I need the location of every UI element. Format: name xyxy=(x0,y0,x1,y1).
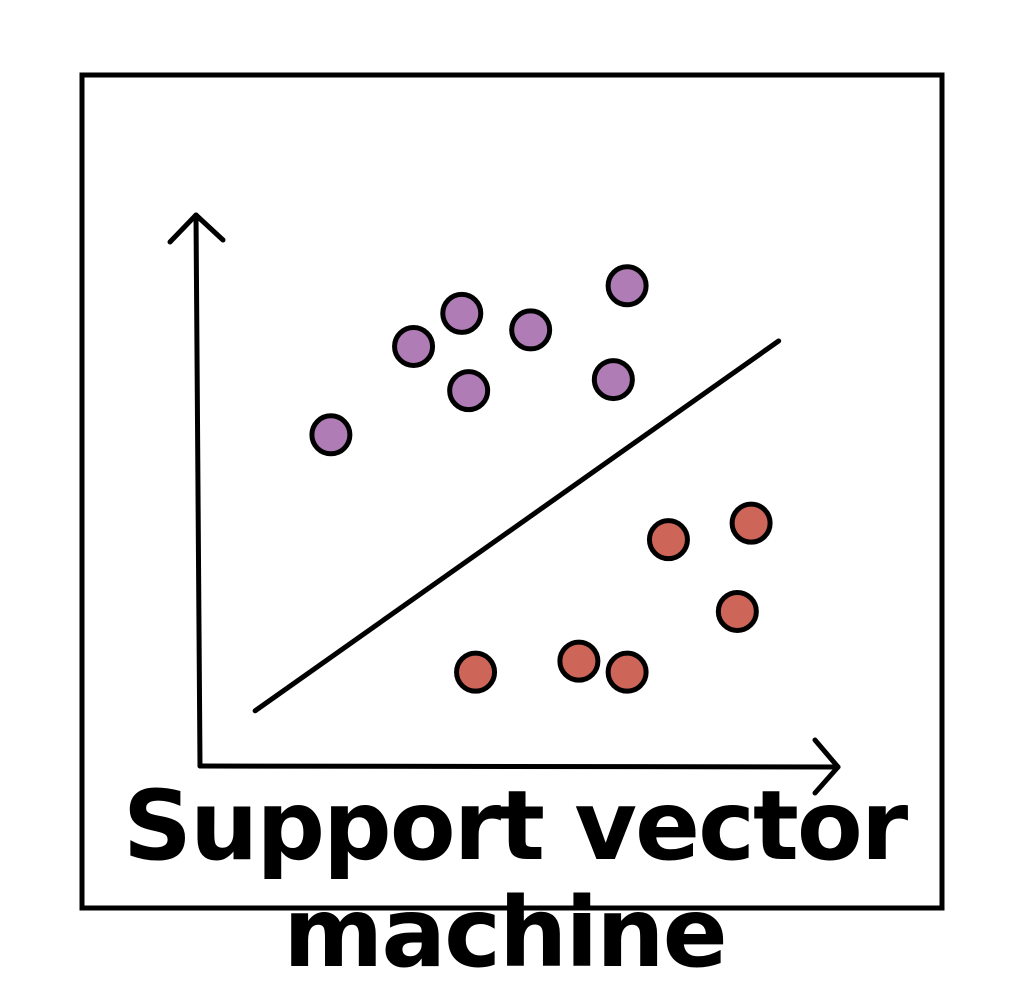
decision-boundary-line xyxy=(252,338,782,714)
caption-line-1: Support vector xyxy=(122,770,908,882)
x-axis xyxy=(197,763,841,770)
class-b-point xyxy=(729,501,773,545)
class-a-point xyxy=(440,291,484,335)
class-b-point xyxy=(646,518,690,562)
y-axis xyxy=(193,212,203,769)
class-b-point xyxy=(557,639,601,683)
x-axis-arrowhead xyxy=(812,737,841,796)
y-axis-arrowhead xyxy=(167,212,226,245)
class-a-point xyxy=(392,324,436,368)
class-b-point xyxy=(454,650,498,694)
class-a-point xyxy=(447,369,491,413)
class-a-point xyxy=(509,308,553,352)
data-points xyxy=(309,264,773,694)
class-a-point xyxy=(605,264,649,308)
frame-border xyxy=(79,72,945,911)
class-b-point xyxy=(605,650,649,694)
class-b-point xyxy=(715,589,759,633)
caption-line-2: machine xyxy=(283,877,727,989)
class-a-point xyxy=(591,358,635,402)
class-a-point xyxy=(309,413,353,457)
